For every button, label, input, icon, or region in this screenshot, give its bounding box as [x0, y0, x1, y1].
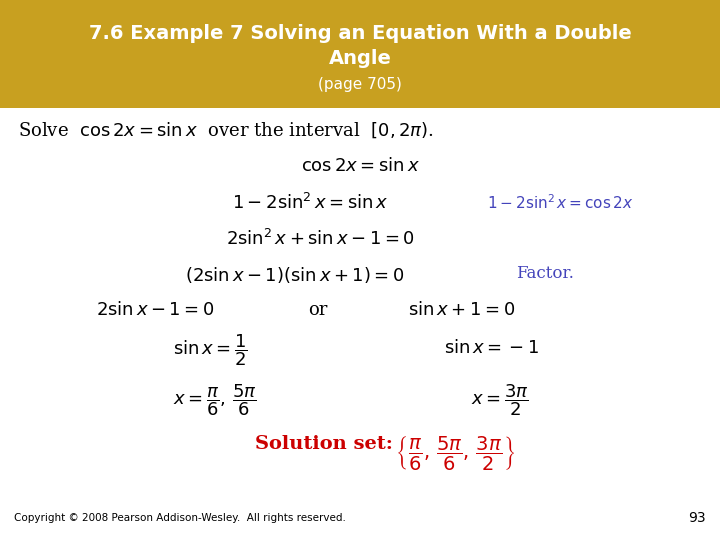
Text: $\sin x + 1 = 0$: $\sin x + 1 = 0$	[408, 301, 516, 319]
Text: 7.6 Example 7 Solving an Equation With a Double: 7.6 Example 7 Solving an Equation With a…	[89, 24, 631, 43]
Bar	[0, 0, 720, 108]
Text: 93: 93	[688, 511, 706, 525]
Text: $x = \dfrac{\pi}{6},\, \dfrac{5\pi}{6}$: $x = \dfrac{\pi}{6},\, \dfrac{5\pi}{6}$	[174, 382, 257, 417]
Text: Solution set:: Solution set:	[255, 435, 393, 453]
Text: $\left\{\dfrac{\pi}{6},\, \dfrac{5\pi}{6},\, \dfrac{3\pi}{2}\right\}$: $\left\{\dfrac{\pi}{6},\, \dfrac{5\pi}{6…	[395, 435, 516, 473]
Text: Solve  $\cos 2x = \sin x$  over the interval  $[0, 2\pi)$.: Solve $\cos 2x = \sin x$ over the interv…	[18, 120, 433, 139]
Text: $1 - 2\sin^2 x = \cos 2x$: $1 - 2\sin^2 x = \cos 2x$	[487, 193, 634, 212]
Text: $x = \dfrac{3\pi}{2}$: $x = \dfrac{3\pi}{2}$	[471, 382, 529, 417]
Text: $2\sin^2 x + \sin x - 1 = 0$: $2\sin^2 x + \sin x - 1 = 0$	[225, 229, 414, 249]
Text: Copyright © 2008 Pearson Addison-Wesley.  All rights reserved.: Copyright © 2008 Pearson Addison-Wesley.…	[14, 513, 346, 523]
Text: Factor.: Factor.	[516, 265, 574, 282]
Text: $2\sin x - 1 = 0$: $2\sin x - 1 = 0$	[96, 301, 215, 319]
Text: $1 - 2\sin^2 x = \sin x$: $1 - 2\sin^2 x = \sin x$	[232, 193, 388, 213]
Text: $\cos 2x = \sin x$: $\cos 2x = \sin x$	[300, 157, 420, 175]
Text: (page 705): (page 705)	[318, 77, 402, 92]
Text: or: or	[308, 301, 328, 319]
Text: Angle: Angle	[328, 49, 392, 68]
Text: $\sin x = -1$: $\sin x = -1$	[444, 339, 540, 357]
Text: $(2\sin x - 1)(\sin x + 1) = 0$: $(2\sin x - 1)(\sin x + 1) = 0$	[185, 265, 405, 285]
Text: $\sin x = \dfrac{1}{2}$: $\sin x = \dfrac{1}{2}$	[173, 332, 248, 368]
